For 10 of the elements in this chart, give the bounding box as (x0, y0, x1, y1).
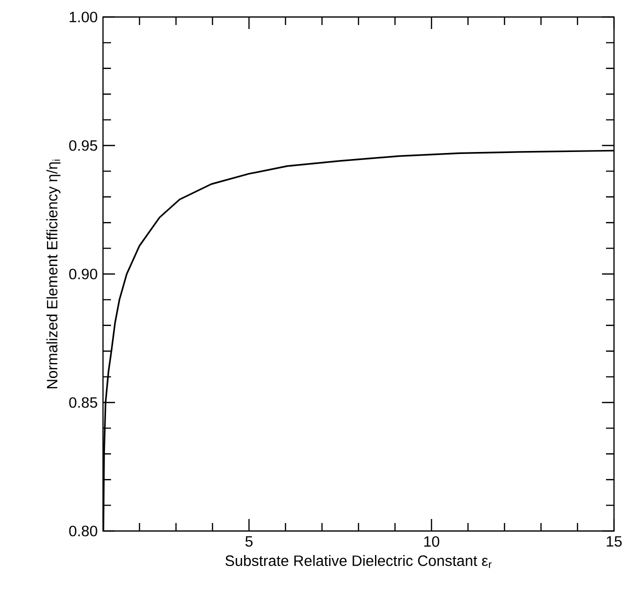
y-tick-label: 0.85 (69, 397, 98, 408)
y-tick-label: 0.95 (69, 140, 98, 151)
y-axis-title: Normalized Element Efficiency η/η$_{i}$ (46, 160, 60, 388)
y-tick-label: 1.00 (70, 12, 98, 22)
x-tick-label: 10 (424, 536, 440, 547)
x-axis-title: Substrate Relative Dielectric Constant ε$_{r}$ (225, 555, 492, 568)
y-tick-label: 0.90 (69, 268, 98, 280)
x-tick-label: 15 (606, 536, 622, 547)
x-tick-label: 5 (245, 536, 253, 547)
y-tick-label: 0.80 (69, 526, 98, 536)
